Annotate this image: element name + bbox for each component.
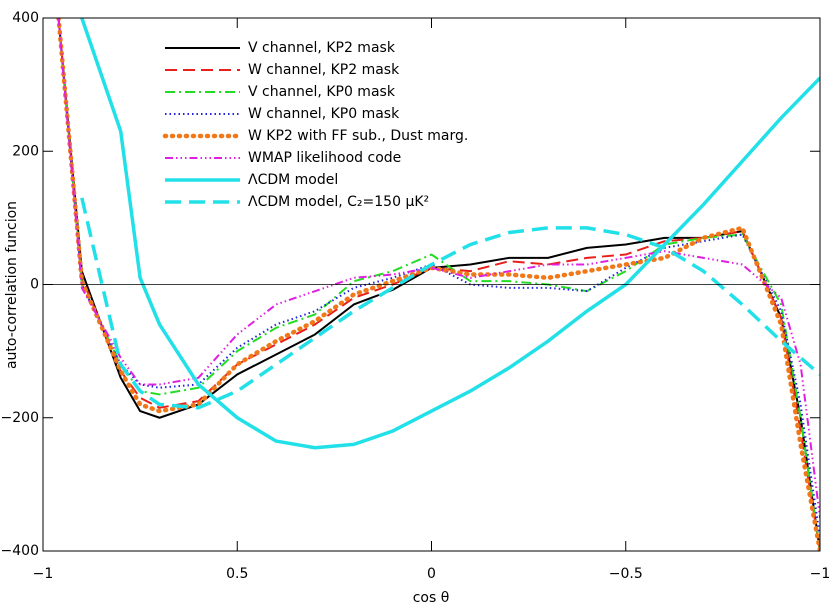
x-tick-label: 0 [427,566,436,582]
legend-label: ΛCDM model, C₂=150 μK² [248,194,429,210]
legend-label: ΛCDM model [248,172,338,188]
series-line [57,18,820,518]
legend-label: V channel, KP0 mask [248,84,396,100]
plot-area [56,18,820,551]
x-tick-label: −1 [810,566,830,582]
legend-label: V channel, KP2 mask [248,40,396,56]
y-tick-label: −200 [1,410,39,426]
x-tick-label: −0.5 [609,566,643,582]
legend-label: W channel, KP0 mask [248,106,400,122]
y-tick-label: −400 [1,543,39,559]
y-axis-label: auto-correlation funcion [4,201,20,369]
legend-label: WMAP likelihood code [248,150,401,166]
x-tick-label: 0.5 [226,566,248,582]
series-line [56,18,820,551]
x-tick-label: −1 [33,566,54,582]
series-line [57,18,820,538]
y-tick-label: 400 [12,10,39,26]
series-line [80,18,820,450]
x-axis-label: cos θ [413,590,450,606]
legend-label: W KP2 with FF sub., Dust marg. [248,128,468,144]
series-line [80,197,820,410]
y-tick-label: 200 [12,143,39,159]
legend-label: W channel, KP2 mask [248,62,400,78]
series-line [57,18,820,551]
y-tick-label: 0 [30,277,39,293]
